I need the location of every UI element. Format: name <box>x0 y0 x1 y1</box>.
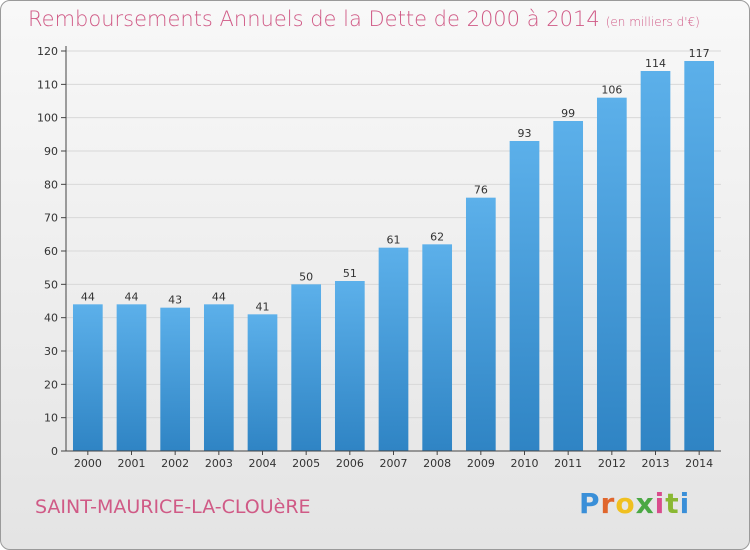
x-tick-label: 2011 <box>554 457 582 470</box>
x-tick-label: 2007 <box>380 457 408 470</box>
data-label: 44 <box>81 290 95 303</box>
y-tick-label: 70 <box>44 212 58 225</box>
bar <box>291 284 322 451</box>
x-tick-label: 2005 <box>292 457 320 470</box>
data-label: 99 <box>561 107 575 120</box>
bar <box>334 281 365 451</box>
bar <box>247 314 278 451</box>
x-tick-label: 2000 <box>74 457 102 470</box>
logo-letter: o <box>615 487 636 520</box>
data-label: 61 <box>387 234 401 247</box>
logo-letter: i <box>679 487 691 520</box>
logo-letter: r <box>600 487 616 520</box>
x-tick-label: 2009 <box>467 457 495 470</box>
y-tick-label: 90 <box>44 145 58 158</box>
data-label: 93 <box>518 127 532 140</box>
bar <box>116 304 147 451</box>
y-tick-label: 50 <box>44 278 58 291</box>
chart-subtitle: (en milliers d'€) <box>605 15 700 29</box>
y-tick-label: 30 <box>44 345 58 358</box>
data-label: 44 <box>125 290 139 303</box>
x-tick-label: 2004 <box>249 457 277 470</box>
x-tick-label: 2003 <box>205 457 233 470</box>
data-label: 114 <box>645 57 666 70</box>
y-tick-label: 10 <box>44 412 58 425</box>
data-label: 76 <box>474 184 488 197</box>
logo-letter: x <box>635 487 655 520</box>
data-label: 117 <box>689 47 710 60</box>
bar <box>160 307 191 451</box>
proxiti-logo: Proxiti <box>579 487 690 520</box>
x-tick-label: 2010 <box>511 457 539 470</box>
town-name: SAINT-MAURICE-LA-CLOUèRE <box>35 496 311 518</box>
x-tick-label: 2001 <box>118 457 146 470</box>
bar <box>422 244 453 451</box>
bar <box>684 61 715 451</box>
y-tick-label: 40 <box>44 312 58 325</box>
logo-letter: t <box>665 487 680 520</box>
x-tick-label: 2012 <box>598 457 626 470</box>
bar <box>203 304 234 451</box>
y-tick-label: 20 <box>44 378 58 391</box>
data-label: 41 <box>256 300 270 313</box>
data-label: 43 <box>168 294 182 307</box>
bar <box>640 71 671 451</box>
data-label: 44 <box>212 290 226 303</box>
chart-title: Remboursements Annuels de la Dette de 20… <box>28 7 700 31</box>
x-tick-label: 2008 <box>423 457 451 470</box>
data-label: 50 <box>299 270 313 283</box>
data-label: 62 <box>430 230 444 243</box>
bar <box>596 97 627 452</box>
data-label: 51 <box>343 267 357 280</box>
y-tick-label: 0 <box>51 445 58 458</box>
x-tick-label: 2006 <box>336 457 364 470</box>
y-tick-label: 80 <box>44 178 58 191</box>
y-tick-label: 100 <box>37 112 58 125</box>
logo-letter: i <box>654 487 666 520</box>
axes: 0 10 20 30 40 50 60 70 80 90 100 110 120 2000 2001 2002… <box>37 45 721 470</box>
bar <box>509 141 540 451</box>
x-tick-label: 2013 <box>642 457 670 470</box>
chart-title-text: Remboursements Annuels de la Dette de 20… <box>28 7 600 31</box>
y-tick-label: 120 <box>37 45 58 58</box>
logo-letter: P <box>579 487 601 520</box>
y-tick-label: 60 <box>44 245 58 258</box>
data-labels: 44 44 43 44 41 50 51 61 62 76 93 99 106 114 117 <box>81 47 710 313</box>
y-tick-label: 110 <box>37 78 58 91</box>
bar <box>465 197 496 451</box>
bar <box>378 247 409 451</box>
x-tick-label: 2002 <box>161 457 189 470</box>
x-tick-label: 2014 <box>685 457 713 470</box>
bar <box>553 121 584 451</box>
bar <box>72 304 103 451</box>
bars <box>72 61 715 452</box>
data-label: 106 <box>601 84 622 97</box>
